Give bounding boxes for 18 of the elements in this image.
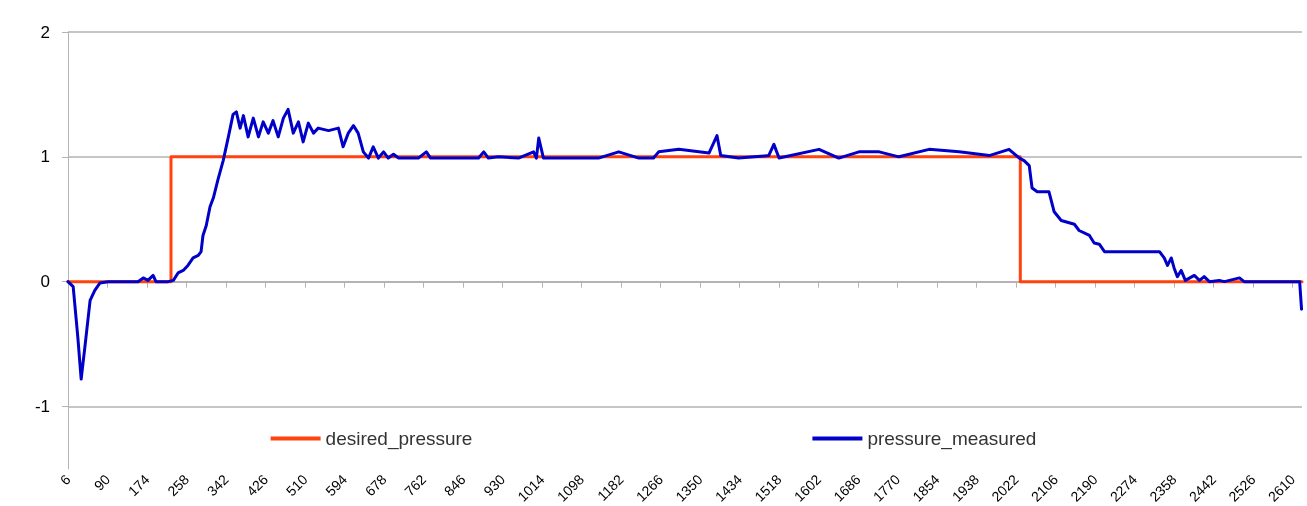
y-tick-label: -1 [34, 396, 50, 416]
x-tick-label: 258 [164, 471, 193, 500]
x-tick-label: 594 [322, 471, 351, 500]
x-tick-label: 930 [480, 471, 509, 500]
x-tick-label: 762 [401, 471, 430, 500]
x-tick-label: 678 [361, 471, 390, 500]
x-tick-label: 510 [282, 471, 311, 500]
legend-label: pressure_measured [867, 428, 1037, 450]
x-tick-label: 174 [124, 471, 153, 500]
x-tick-label: 426 [243, 471, 272, 500]
x-tick-label: 846 [440, 471, 469, 500]
x-tick-label: 6 [56, 471, 74, 489]
y-tick-label: 2 [40, 22, 50, 42]
x-tick-label: 342 [203, 471, 232, 500]
y-tick-label: 1 [40, 147, 50, 167]
y-tick-label: 0 [40, 272, 50, 292]
legend-label: desired_pressure [325, 428, 473, 450]
x-tick-label: 90 [90, 471, 114, 494]
